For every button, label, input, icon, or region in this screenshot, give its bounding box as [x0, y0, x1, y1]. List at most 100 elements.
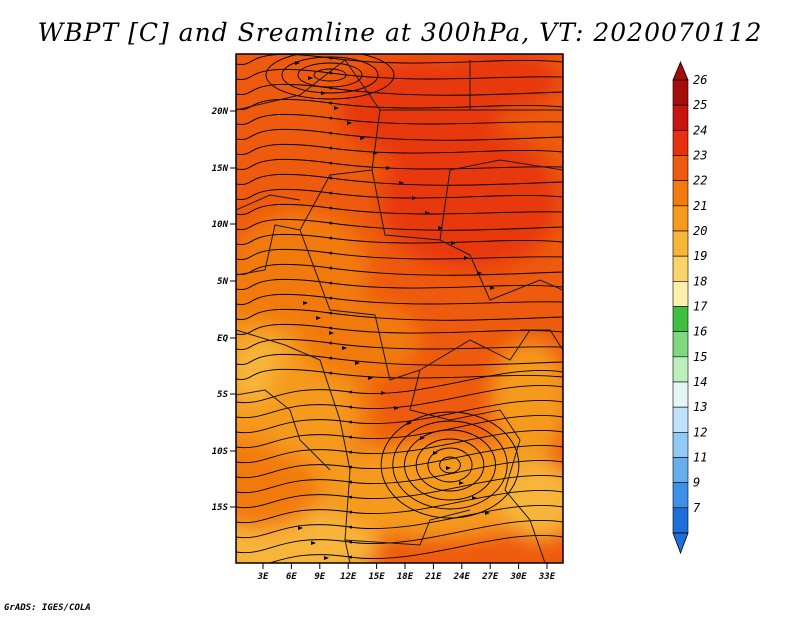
lon-label: 21E — [424, 572, 442, 582]
country-border — [236, 329, 351, 471]
streamline-arrow — [490, 286, 495, 290]
colorbar-label: 14 — [693, 375, 707, 389]
streamline-arrow — [446, 466, 451, 470]
colorbar-swatch — [672, 406, 689, 433]
lon-label: 24E — [453, 572, 471, 582]
streamline — [236, 83, 563, 96]
colorbar-label: 12 — [693, 425, 707, 439]
streamline-arrow — [360, 136, 365, 140]
streamline — [236, 143, 563, 155]
streamline-arrow — [316, 316, 321, 320]
colorbar-label: 23 — [693, 149, 707, 163]
lon-label: 33E — [538, 572, 556, 582]
country-border — [236, 169, 373, 276]
colorbar-label: 22 — [693, 174, 707, 188]
circulation-swirl — [427, 447, 473, 483]
country-border — [409, 369, 521, 441]
colorbar-label: 26 — [693, 73, 707, 87]
colorbar-label: 15 — [693, 350, 707, 364]
streamline-arrow — [324, 556, 329, 560]
streamline — [236, 504, 563, 539]
temperature-patch — [236, 450, 320, 530]
streamline — [236, 323, 563, 335]
streamline-arrow — [433, 451, 438, 455]
colorbar-swatch — [672, 432, 689, 458]
lon-label: 9E — [314, 572, 325, 582]
lat-label: 5N — [217, 277, 228, 287]
colorbar-top-arrow — [672, 60, 689, 81]
country-border — [344, 509, 471, 546]
streamline-arrow — [347, 121, 352, 125]
streamline-arrow — [334, 106, 339, 110]
streamline — [236, 203, 563, 215]
streamline-arrow — [425, 211, 430, 215]
streamline — [268, 534, 563, 563]
circulation-swirl — [392, 420, 508, 510]
colorbar-label: 24 — [693, 123, 707, 137]
grads-credit: GrADS: IGES/COLA — [4, 603, 91, 613]
streamline-arrow — [412, 196, 417, 200]
lat-label: 10N — [212, 220, 229, 230]
lat-label: 20N — [211, 107, 229, 117]
streamline — [236, 263, 563, 276]
country-borders — [236, 59, 563, 563]
streamline — [236, 414, 563, 449]
circulation-swirl — [313, 68, 347, 82]
streamline-arrow — [355, 361, 360, 365]
colorbar-label: 13 — [693, 400, 707, 414]
colorbar-label: 20 — [693, 224, 707, 238]
lon-label: 30E — [509, 572, 527, 582]
colorbar-swatch — [672, 507, 689, 534]
streamline — [236, 158, 563, 170]
lon-label: 18E — [397, 572, 414, 582]
colorbar-label: 11 — [693, 451, 707, 465]
streamline — [236, 474, 563, 509]
map-panel — [236, 54, 563, 563]
colorbar-swatch — [672, 79, 689, 106]
country-border — [520, 329, 563, 351]
circulation-swirl — [265, 54, 395, 100]
streamline — [236, 399, 563, 434]
streamline — [236, 68, 563, 80]
country-border — [419, 329, 531, 371]
streamline — [236, 233, 563, 245]
streamline-arrow — [451, 241, 456, 245]
colorbar-swatch — [672, 155, 689, 181]
country-border — [299, 229, 421, 381]
colorbar: 26 25 24 23 22 21 20 19 18 17 16 15 14 13 12 11 9 7 — [672, 60, 708, 555]
streamline — [236, 519, 563, 554]
circulation-swirl — [297, 62, 363, 88]
circulation-swirl — [380, 411, 520, 519]
country-border — [504, 439, 546, 563]
streamline — [236, 293, 563, 305]
temperature-patch — [500, 460, 563, 540]
colorbar-swatch — [672, 205, 689, 232]
streamline — [236, 218, 563, 231]
lat-label: 15S — [212, 503, 229, 513]
country-border — [439, 159, 563, 241]
colorbar-swatch — [672, 255, 689, 282]
colorbar-label: 18 — [693, 274, 707, 288]
streamline-arrow — [407, 421, 412, 425]
circulation-swirl — [281, 56, 379, 94]
country-border — [236, 194, 301, 211]
temperature-patch — [236, 210, 370, 330]
temperature-patch — [440, 54, 560, 110]
circulation-swirl — [404, 429, 496, 501]
colorbar-swatch — [672, 331, 689, 358]
lon-label: 15E — [368, 572, 385, 582]
streamline — [236, 278, 563, 290]
colorbar-swatch — [672, 306, 689, 332]
colorbar-bottom-arrow — [672, 532, 689, 555]
lat-label: 5S — [217, 390, 228, 400]
streamline-arrow — [420, 436, 425, 440]
country-border — [236, 389, 331, 471]
streamline — [236, 173, 563, 186]
streamline-arrow — [394, 406, 399, 410]
streamline — [236, 308, 563, 321]
colorbar-swatch — [672, 180, 689, 207]
country-border — [236, 59, 346, 111]
colorbar-label: 9 — [693, 476, 700, 490]
streamline-arrow — [342, 346, 347, 350]
